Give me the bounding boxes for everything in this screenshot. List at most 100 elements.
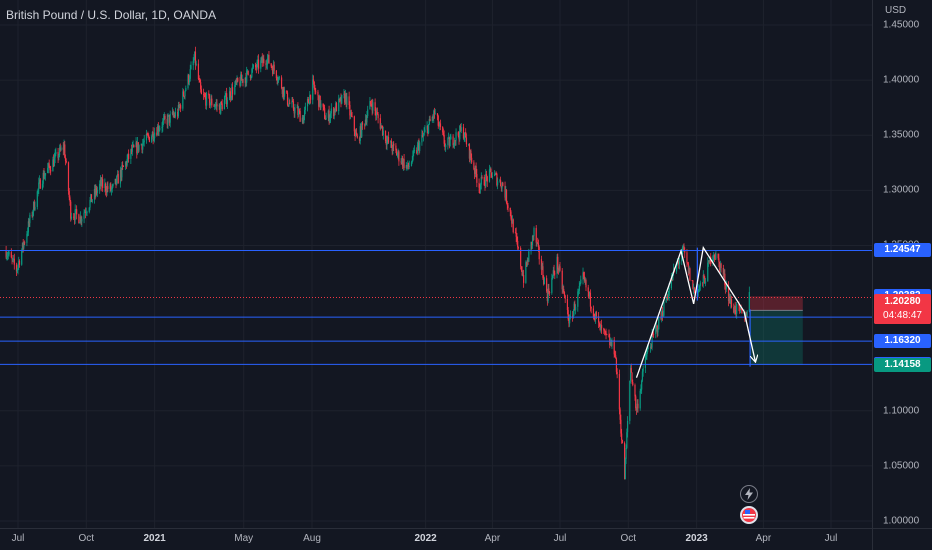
candle-body — [536, 242, 538, 244]
candle-body — [569, 315, 571, 318]
candle-body — [47, 167, 49, 174]
candle-body — [216, 103, 218, 107]
candle-body — [13, 258, 15, 265]
candle-body — [11, 257, 13, 260]
candle-body — [188, 75, 190, 83]
candle-body — [374, 102, 376, 111]
candle-body — [587, 287, 589, 292]
candle-body — [298, 110, 300, 115]
candle-body — [319, 95, 321, 108]
candle-body — [559, 266, 561, 271]
candle-body — [403, 159, 405, 169]
candle-body — [91, 199, 93, 202]
candle-body — [107, 186, 109, 190]
candle-body — [199, 79, 201, 83]
candle-body — [94, 189, 96, 195]
candle-body — [390, 140, 393, 148]
candle-body — [127, 153, 129, 159]
candle-body — [658, 317, 660, 330]
candle-body — [323, 106, 325, 109]
candle-body — [151, 136, 153, 142]
symbol-title[interactable]: British Pound / U.S. Dollar, 1D, OANDA — [6, 8, 217, 22]
candle-body — [27, 232, 29, 234]
candle-body — [151, 131, 153, 137]
candle-body — [43, 172, 45, 179]
candle-body — [733, 305, 736, 313]
candle-body — [442, 132, 445, 135]
candle-body — [309, 94, 311, 104]
candle-body — [204, 96, 206, 98]
candle-body — [489, 168, 491, 170]
candle-body — [454, 140, 456, 142]
candle-body — [413, 150, 415, 152]
candle-body — [339, 97, 341, 100]
candle-body — [119, 169, 122, 184]
candle-body — [270, 63, 272, 67]
candle-body — [79, 222, 81, 224]
chart-canvas[interactable]: British Pound / U.S. Dollar, 1D, OANDA — [0, 0, 872, 528]
candle-body — [537, 242, 539, 244]
candle-body — [203, 94, 205, 96]
candle-body — [371, 104, 373, 111]
candle-body — [360, 126, 362, 137]
candle-body — [37, 189, 39, 192]
candle-body — [99, 183, 101, 190]
candle-body — [600, 325, 603, 329]
candle-body — [583, 276, 586, 281]
candle-body — [675, 263, 678, 272]
time-axis[interactable]: Jul Oct 2021 May Aug 2022 Apr Jul Oct 2023 Apr Jul — [0, 528, 872, 550]
candle-body — [516, 236, 518, 241]
candle-body — [286, 90, 288, 93]
candle-body — [260, 60, 262, 69]
candle-body — [703, 274, 705, 278]
candle-body — [70, 216, 73, 219]
candle-body — [84, 211, 86, 213]
drawings[interactable] — [0, 245, 872, 378]
candle-body — [142, 142, 145, 144]
candle-body — [662, 315, 664, 317]
candle-body — [495, 173, 497, 175]
candle-body — [557, 268, 560, 271]
candle-body — [424, 129, 426, 133]
candle-body — [296, 107, 298, 109]
candle-body — [621, 439, 623, 443]
candle-body — [188, 78, 191, 83]
price-chart[interactable] — [0, 0, 872, 528]
candle-body — [42, 172, 44, 184]
candle-body — [442, 126, 444, 133]
candle-body — [428, 119, 430, 125]
candle-body — [31, 214, 33, 216]
candle-body — [140, 144, 142, 146]
candle-body — [727, 285, 730, 302]
price-axis[interactable]: USD 1.450001.400001.350001.300001.250001… — [872, 0, 932, 528]
candle-body — [720, 263, 722, 268]
price-tick-label: 1.05000 — [883, 460, 920, 472]
candle-body — [478, 182, 480, 188]
candle-body — [12, 258, 15, 260]
time-tick-label: Oct — [78, 533, 95, 544]
candle-body — [162, 118, 165, 121]
candle-body — [642, 368, 644, 372]
candle-body — [182, 91, 184, 109]
candle-body — [468, 144, 471, 159]
candle-body — [317, 91, 319, 96]
bar-countdown: 04:48:47 — [883, 310, 922, 322]
candle-body — [486, 176, 488, 182]
candle-body — [410, 162, 413, 166]
candle-body — [689, 268, 691, 281]
candle-body — [661, 311, 663, 319]
candle-body — [558, 266, 560, 271]
candle-body — [510, 211, 512, 219]
lightning-icon[interactable] — [740, 485, 758, 503]
candle-body — [655, 327, 657, 335]
candle-body — [192, 61, 194, 66]
candle-body — [22, 242, 24, 248]
candle-body — [606, 333, 608, 335]
candle-body — [130, 149, 133, 152]
candle-body — [8, 252, 10, 255]
candle-body — [240, 74, 243, 81]
candle-body — [242, 79, 244, 83]
candle-body — [146, 133, 148, 136]
us-flag-icon[interactable] — [740, 506, 758, 524]
candle-body — [443, 134, 445, 144]
